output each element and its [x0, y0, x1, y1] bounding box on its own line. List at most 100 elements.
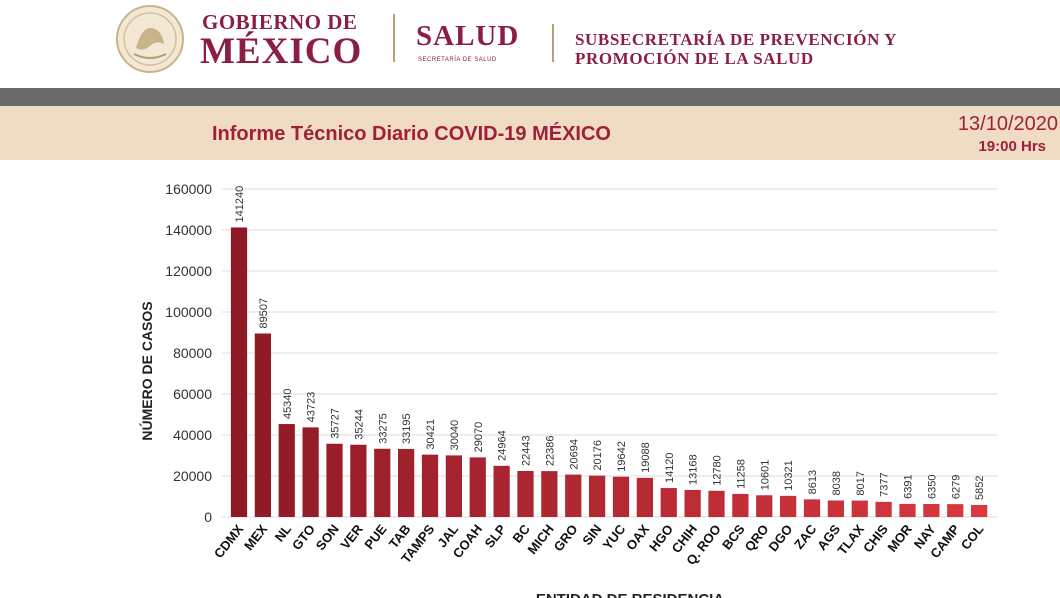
bar-value-label: 22386 — [544, 436, 556, 467]
header-divider — [393, 14, 395, 62]
y-tick-label: 140000 — [165, 222, 212, 238]
x-tick-label: QRO — [742, 522, 772, 555]
x-tick-label: MICH — [524, 522, 556, 557]
bar — [541, 471, 558, 517]
bar — [660, 488, 677, 517]
bar — [493, 465, 510, 517]
bar — [684, 490, 701, 517]
bar — [947, 504, 964, 517]
bar — [278, 424, 295, 517]
bar — [254, 333, 271, 517]
bar-value-label: 22443 — [521, 435, 533, 466]
bar-value-label: 5852 — [974, 476, 986, 500]
report-date: 13/10/2020 — [957, 113, 1058, 135]
cases-bar-chart: 0 20000 40000 60000 80000 100000 120000 140000 1… — [138, 181, 998, 598]
bar — [469, 457, 486, 517]
x-tick-label: YUC — [600, 521, 629, 552]
mexico-coat-of-arms-icon — [116, 5, 184, 73]
bar — [302, 427, 319, 517]
bar — [971, 505, 988, 517]
x-tick-label: MEX — [241, 521, 270, 553]
x-tick-label: VER — [337, 521, 366, 552]
bar — [732, 493, 749, 517]
y-tick-label: 40000 — [173, 427, 212, 443]
bar-value-label: 6350 — [926, 474, 938, 498]
bar-value-label: 12780 — [712, 455, 724, 486]
x-axis-label: ENTIDAD DE RESIDENCIA — [536, 591, 725, 598]
gobierno-line-1: GOBIERNO DE — [202, 10, 358, 34]
header-divider — [552, 24, 554, 62]
bar-value-label: 8017 — [855, 471, 867, 495]
bar — [756, 495, 773, 517]
bar-value-label: 89507 — [258, 298, 270, 329]
subsecretaria-line-2: PROMOCIÓN DE LA SALUD — [575, 49, 814, 68]
x-tick-label: SLP — [482, 521, 510, 550]
bar — [421, 454, 439, 517]
x-tick-label: SON — [313, 522, 342, 553]
bar-value-label: 20694 — [568, 439, 580, 470]
bar-value-label: 29070 — [473, 422, 485, 453]
y-tick-label: 120000 — [165, 263, 212, 279]
bar — [398, 448, 415, 517]
bar-value-label: 19088 — [640, 442, 652, 473]
bar — [565, 474, 582, 517]
bar — [374, 448, 391, 517]
bar — [780, 495, 797, 517]
bar-value-label: 33275 — [377, 413, 389, 444]
bar — [803, 499, 821, 517]
bar — [827, 500, 844, 517]
bar-value-label: 8613 — [807, 470, 819, 494]
x-tick-label: TLAX — [834, 521, 867, 557]
y-tick-label: 20000 — [173, 468, 212, 484]
bar-value-label: 30421 — [425, 419, 437, 450]
bar-value-label: 33195 — [401, 413, 413, 444]
bar-value-label: 6391 — [903, 474, 915, 498]
report-title: Informe Técnico Diario COVID-19 MÉXICO — [212, 123, 611, 145]
bar-value-label: 19642 — [616, 441, 628, 472]
x-tick-label: MOR — [884, 521, 915, 555]
bar-value-label: 10321 — [783, 460, 795, 491]
bar-value-label: 11258 — [735, 459, 747, 489]
bar — [445, 455, 462, 517]
gobierno-line-2: MÉXICO — [200, 31, 363, 72]
y-tick-label: 80000 — [173, 345, 212, 361]
title-band — [0, 106, 1060, 160]
bar-value-label: 35244 — [353, 409, 365, 440]
y-tick-label: 60000 — [173, 386, 212, 402]
bar — [875, 501, 892, 517]
bar-value-label: 6279 — [950, 475, 962, 499]
x-tick-label: DGO — [765, 522, 795, 555]
bar — [708, 490, 725, 517]
x-tick-label: COL — [958, 522, 987, 553]
y-tick-label: 160000 — [165, 181, 212, 197]
x-tick-label: CDMX — [211, 521, 247, 561]
bar-value-label: 10601 — [759, 460, 771, 491]
x-tick-label: GRO — [551, 522, 581, 555]
bar-value-label: 30040 — [449, 420, 461, 451]
bar-value-label: 20176 — [592, 440, 604, 471]
subsecretaria-line-1: SUBSECRETARÍA DE PREVENCIÓN Y — [575, 30, 898, 49]
x-tick-label: CHIS — [860, 521, 891, 555]
bar — [326, 443, 343, 517]
bar-value-label: 14120 — [664, 452, 676, 483]
bar-value-label: 141240 — [234, 186, 246, 223]
gray-band — [0, 88, 1060, 106]
bar — [589, 475, 606, 517]
x-tick-label: ZAC — [791, 521, 820, 552]
y-tick-label: 0 — [204, 509, 212, 525]
bar-value-label: 45340 — [282, 388, 294, 419]
y-tick-label: 100000 — [165, 304, 212, 320]
bar-value-label: 13168 — [688, 454, 700, 485]
x-tick-label: OAX — [623, 521, 652, 553]
bar — [350, 444, 367, 517]
bar-value-label: 24964 — [497, 430, 509, 461]
bar — [230, 227, 248, 517]
y-axis-label: NÚMERO DE CASOS — [138, 301, 155, 440]
bar-value-label: 43723 — [306, 392, 318, 423]
bar — [636, 477, 653, 517]
bar-value-label: 7377 — [879, 472, 891, 496]
bar — [851, 500, 868, 517]
bar — [612, 476, 630, 517]
bar — [899, 503, 916, 517]
x-tick-label: BCS — [719, 521, 748, 552]
